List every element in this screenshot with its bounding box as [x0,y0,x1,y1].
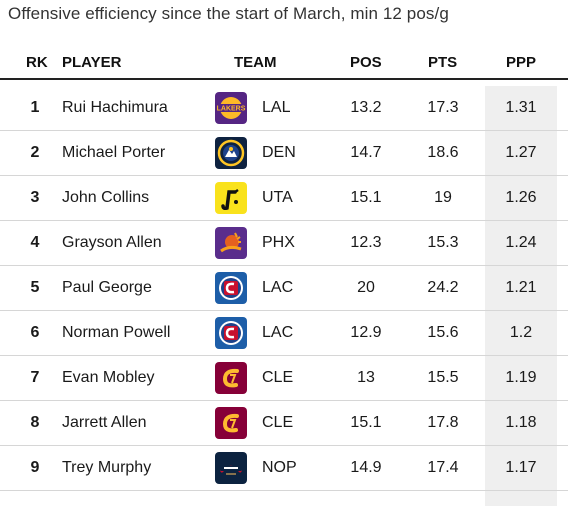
clippers-logo-icon [215,272,247,304]
pts-cell: 15.5 [427,369,459,386]
team-cell: CLE [262,414,294,431]
ppp-cell: 1.17 [505,459,537,476]
team-cell: NOP [262,459,297,476]
table-row: 1 Rui Hachimura LAKERS LAL 13.2 17.3 1.3… [0,86,568,131]
pos-cell: 14.7 [350,144,382,161]
player-cell: Grayson Allen [62,234,162,251]
svg-text:LAKERS: LAKERS [217,106,246,113]
team-cell: DEN [262,144,296,161]
header-team: TEAM [234,54,277,71]
pts-cell: 17.8 [427,414,459,431]
rank-cell: 4 [30,234,40,251]
pts-cell: 19 [434,189,452,206]
pos-cell: 15.1 [350,414,382,431]
rank-cell: 9 [30,459,40,476]
ppp-cell: 1.24 [505,234,537,251]
pts-cell: 15.3 [427,234,459,251]
table-row: 3 John Collins UTA 15.1 19 1.26 [0,176,568,221]
ppp-cell: 1.27 [505,144,537,161]
ppp-cell: 1.2 [509,324,533,341]
rank-cell: 1 [30,99,40,116]
cavaliers-logo-icon [215,407,247,439]
rank-cell: 5 [30,279,40,296]
table-row: 7 Evan Mobley CLE 13 15.5 1.19 [0,356,568,401]
rank-cell: 7 [30,369,40,386]
header-player: PLAYER [62,54,122,71]
pts-cell: 17.3 [427,99,459,116]
ppp-cell: 1.21 [505,279,537,296]
page-title: Offensive efficiency since the start of … [8,4,449,23]
header-pts: PTS [428,54,458,71]
rank-cell: 6 [30,324,40,341]
table-row: 8 Jarrett Allen CLE 15.1 17.8 1.18 [0,401,568,446]
ppp-cell: 1.31 [505,99,537,116]
nuggets-logo-icon [215,137,247,169]
table-row: 2 Michael Porter DEN 14.7 18.6 1.27 [0,131,568,176]
team-cell: UTA [262,189,293,206]
team-cell: LAC [262,324,294,341]
ppp-cell: 1.18 [505,414,537,431]
header-ppp: PPP [506,54,537,71]
team-cell: LAL [262,99,291,116]
table-header: RK PLAYER TEAM POS PTS PPP [0,46,568,80]
pos-cell: 20 [357,279,375,296]
table-row: 6 Norman Powell LAC 12.9 15.6 1.2 [0,311,568,356]
table-row: 5 Paul George LAC 20 24.2 1.21 [0,266,568,311]
jazz-logo-icon [215,182,247,214]
pos-cell: 14.9 [350,459,382,476]
clippers-logo-icon [215,317,247,349]
player-cell: Trey Murphy [62,459,152,476]
player-cell: Norman Powell [62,324,171,341]
player-cell: Paul George [62,279,152,296]
pts-cell: 18.6 [427,144,459,161]
rank-cell: 8 [30,414,40,431]
ppp-cell: 1.26 [505,189,537,206]
rank-cell: 2 [30,144,40,161]
ppp-cell: 1.19 [505,369,537,386]
pos-cell: 15.1 [350,189,382,206]
ppp-column-highlight [485,86,557,506]
pts-cell: 15.6 [427,324,459,341]
player-cell: Evan Mobley [62,369,155,386]
pos-cell: 12.9 [350,324,382,341]
pos-cell: 13 [357,369,375,386]
cavaliers-logo-icon [215,362,247,394]
team-cell: LAC [262,279,294,296]
team-cell: PHX [262,234,295,251]
team-cell: CLE [262,369,294,386]
player-cell: Rui Hachimura [62,99,168,116]
player-cell: John Collins [62,189,150,206]
table-body: 1 Rui Hachimura LAKERS LAL 13.2 17.3 1.3… [0,86,568,491]
suns-logo-icon [215,227,247,259]
lakers-logo-icon: LAKERS [215,92,247,124]
player-cell: Jarrett Allen [62,414,147,431]
pos-cell: 13.2 [350,99,382,116]
player-cell: Michael Porter [62,144,166,161]
pts-cell: 17.4 [427,459,459,476]
rank-cell: 3 [30,189,40,206]
pts-cell: 24.2 [427,279,459,296]
table-row: 4 Grayson Allen PHX 12.3 15.3 1.24 [0,221,568,266]
header-pos: POS [350,54,382,71]
pelicans-logo-icon [215,452,247,484]
pos-cell: 12.3 [350,234,382,251]
header-rk: RK [26,54,48,71]
table-row: 9 Trey Murphy NOP 14.9 17.4 1.17 [0,446,568,491]
